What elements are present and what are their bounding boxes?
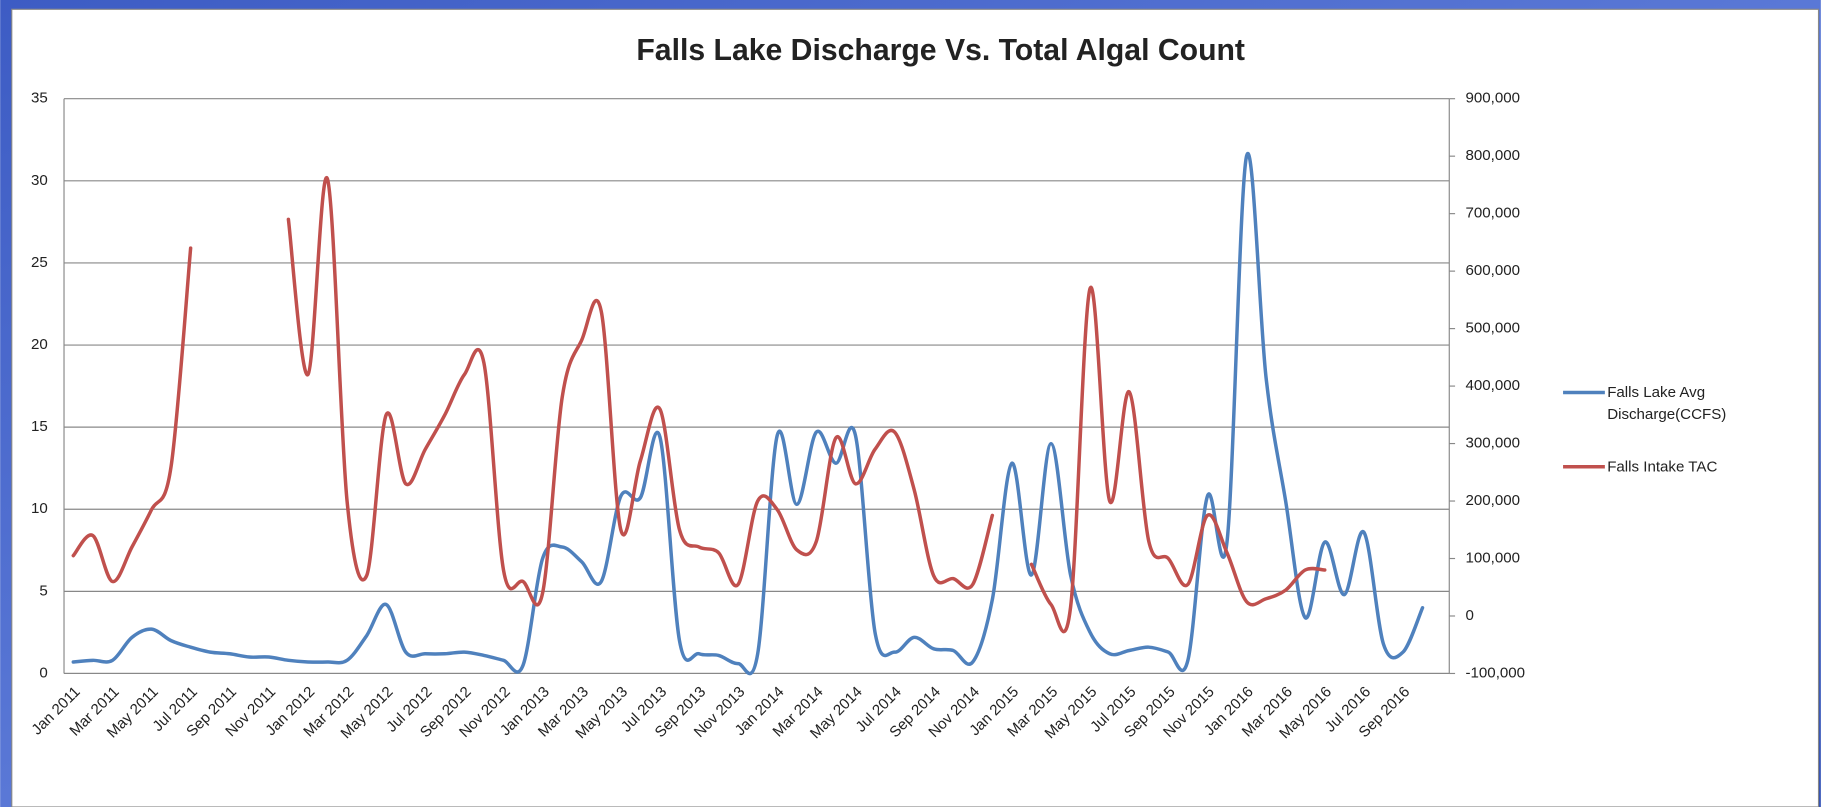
- y-tick-label: 10: [31, 500, 48, 517]
- series-line: [71, 151, 1425, 676]
- y-tick-label: 35: [31, 90, 48, 107]
- legend-item: Falls Lake Avg Discharge(CCFS): [1607, 383, 1727, 423]
- y-tick-label: 15: [31, 418, 48, 435]
- series-line: [286, 176, 995, 607]
- y2-tick-label: 800,000: [1466, 147, 1521, 164]
- y2-tick-label: 0: [1466, 607, 1474, 624]
- y2-tick-label: -100,000: [1466, 664, 1526, 681]
- y2-tick-label: 900,000: [1466, 90, 1521, 107]
- legend-label: Falls Lake Avg Discharge(CCFS): [1607, 383, 1727, 423]
- y-tick-label: 25: [31, 254, 48, 271]
- y-tick-label: 30: [31, 172, 48, 189]
- y2-tick-label: 500,000: [1466, 320, 1521, 337]
- y-tick-label: 5: [39, 582, 47, 599]
- chart-title: Falls Lake Discharge Vs. Total Algal Cou…: [636, 34, 1245, 67]
- y2-tick-label: 600,000: [1466, 262, 1521, 279]
- legend-item: Falls Intake TAC: [1607, 457, 1718, 475]
- legend-label: Falls Intake TAC: [1607, 457, 1718, 475]
- y2-tick-label: 700,000: [1466, 205, 1521, 222]
- y2-tick-label: 400,000: [1466, 377, 1521, 394]
- y2-tick-label: 300,000: [1466, 435, 1521, 452]
- y-tick-label: 20: [31, 336, 48, 353]
- y-tick-label: 0: [39, 664, 47, 681]
- chart-panel: [11, 8, 1820, 807]
- y2-tick-label: 100,000: [1466, 549, 1521, 566]
- series-line: [71, 246, 193, 584]
- series-line: [1029, 285, 1327, 634]
- y2-tick-label: 200,000: [1466, 492, 1521, 509]
